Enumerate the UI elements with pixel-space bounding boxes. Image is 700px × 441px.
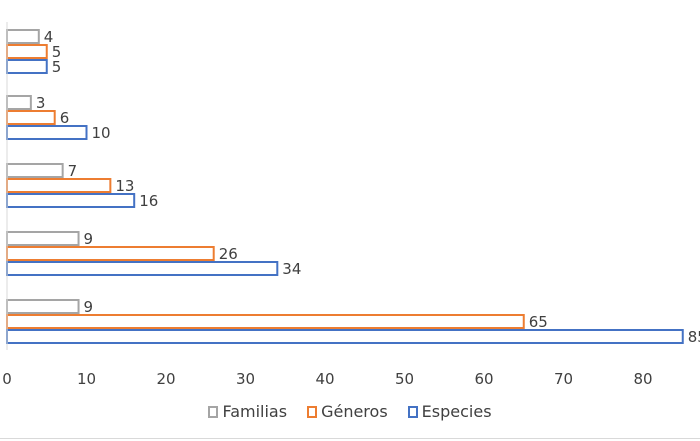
x-tick-label-7: 70 [554,370,573,388]
data-label-familias-4: 9 [84,298,94,316]
bar-generos-2 [6,178,112,193]
legend-item-especies: Especies [407,402,492,421]
x-tick-label-8: 80 [633,370,652,388]
bar-familias-3 [6,231,80,246]
legend-swatch-especies [407,405,418,418]
legend-label-especies: Especies [421,402,492,421]
data-label-generos-3: 26 [219,245,238,263]
x-tick-label-2: 20 [156,370,175,388]
data-label-especies-4: 85 [688,328,700,346]
bar-familias-2 [6,163,64,178]
x-tick-label-3: 30 [236,370,255,388]
bar-generos-4 [6,314,525,329]
bar-familias-1 [6,95,32,110]
legend-swatch-familias [208,405,219,418]
x-tick-labels: 0 10 20 30 40 50 60 70 80 [2,370,652,388]
legend-label-generos: Géneros [321,402,388,421]
data-label-especies-1: 10 [92,124,111,142]
bar-generos-1 [6,110,56,125]
bar-familias-0 [6,29,40,44]
bars-group: 4553610713169263496585 [6,28,700,346]
data-label-generos-2: 13 [115,177,134,195]
x-tick-label-4: 40 [315,370,334,388]
data-label-generos-4: 65 [529,313,548,331]
data-label-familias-3: 9 [84,230,94,248]
bar-especies-0 [6,59,48,74]
x-tick-label-5: 50 [395,370,414,388]
bar-especies-1 [6,125,88,140]
data-label-especies-2: 16 [139,192,158,210]
bar-especies-3 [6,261,279,276]
x-tick-label-6: 60 [474,370,493,388]
data-label-familias-1: 3 [36,94,46,112]
bar-generos-3 [6,246,215,261]
legend-swatch-generos [307,405,318,418]
bar-familias-4 [6,299,80,314]
data-label-especies-0: 5 [52,58,62,76]
x-tick-label-0: 0 [2,370,12,388]
bar-especies-2 [6,193,136,208]
legend-item-familias: Familias [208,402,287,421]
bottom-border [0,438,700,439]
data-label-familias-2: 7 [68,162,78,180]
x-tick-label-1: 10 [77,370,96,388]
legend-label-familias: Familias [222,402,288,421]
data-label-familias-0: 4 [44,28,54,46]
legend: Familias Géneros Especies [0,402,700,421]
bar-especies-4 [6,329,684,344]
data-label-generos-0: 5 [52,43,62,61]
data-label-generos-1: 6 [60,109,70,127]
bar-generos-0 [6,44,48,59]
legend-item-generos: Géneros [307,402,388,421]
data-label-especies-3: 34 [282,260,301,278]
